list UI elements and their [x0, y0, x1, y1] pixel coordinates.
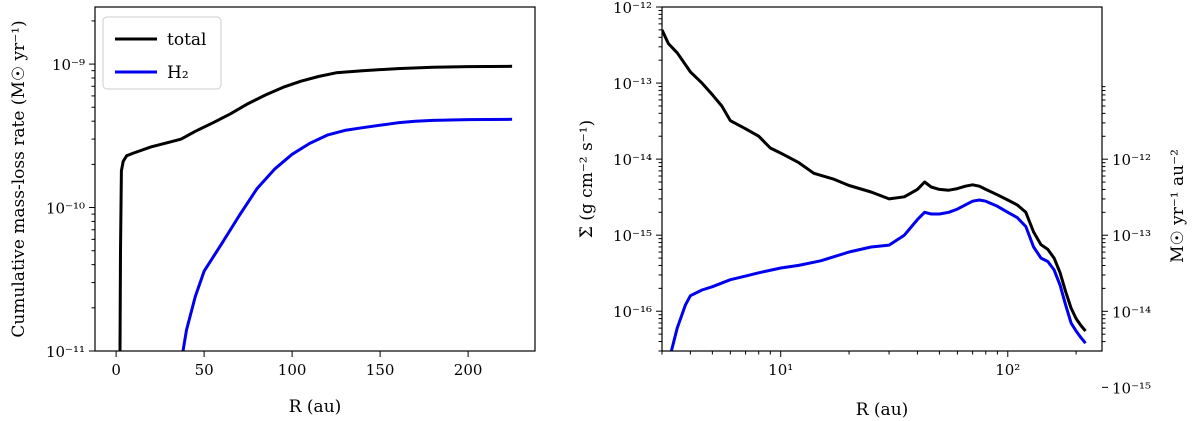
legend-box: [102, 16, 222, 90]
right-y-axis-label: Σ̇ (g cm⁻² s⁻¹): [577, 120, 597, 238]
right-y-tick-label: 10⁻¹²: [613, 0, 652, 17]
right-y-tick-label: 10⁻¹³: [613, 75, 652, 93]
right-panel: 10¹ 10² 10⁻¹⁶ 10⁻¹⁵ 10⁻¹⁴ 10⁻¹³ 10⁻¹² 10⁻¹⁵ 10⁻¹…: [577, 0, 1188, 420]
left-x-axis-label: R (au): [289, 397, 342, 417]
right-x-tick-label: 10¹: [768, 361, 793, 379]
left-x-tick-label: 150: [366, 361, 395, 379]
left-x-tick-label: 50: [195, 361, 214, 379]
left-y-tick-label: 10⁻⁹: [52, 56, 85, 74]
legend-label-total: total: [167, 30, 206, 50]
right-series-h2-line: [669, 198, 1087, 351]
right-y2-tick-label: 10⁻¹³: [1112, 227, 1151, 245]
right-plot-lines: [662, 29, 1087, 351]
legend-label-h2: H₂: [167, 63, 189, 83]
right-x-tick-label: 10²: [995, 361, 1020, 379]
right-y2-tick-label: 10⁻¹²: [1112, 151, 1151, 169]
left-panel: 0 50 100 150 200 10⁻¹¹ 10⁻¹⁰ 10⁻⁹ total H₂ R (a…: [9, 6, 536, 417]
left-y-tick-label: 10⁻¹¹: [46, 343, 85, 361]
right-y2-tick-label: 10⁻¹⁴: [1112, 303, 1151, 321]
right-y-tick-label: 10⁻¹⁴: [613, 151, 652, 169]
left-y-tick-label: 10⁻¹⁰: [46, 200, 85, 218]
left-x-tick-label: 0: [111, 361, 121, 379]
left-x-tick-label: 200: [454, 361, 483, 379]
left-series-total-line: [118, 64, 513, 351]
left-series-h2-line: [181, 117, 513, 351]
right-y-tick-label: 10⁻¹⁵: [613, 227, 652, 245]
right-ticks: 10¹ 10² 10⁻¹⁶ 10⁻¹⁵ 10⁻¹⁴ 10⁻¹³ 10⁻¹² 10⁻¹⁵ 10⁻¹…: [613, 0, 1151, 397]
right-y2-tick-label: 10⁻¹⁵: [1112, 379, 1151, 397]
right-axes-frame: [661, 6, 1103, 352]
legend: total H₂: [102, 16, 222, 90]
right-x-axis-label: R (au): [856, 400, 909, 420]
left-y-axis-label: Cumulative mass-loss rate (M☉ yr⁻¹): [9, 20, 29, 337]
right-y2-axis-label: M☉ yr⁻¹ au⁻²: [1168, 149, 1188, 263]
left-axes-frame: [94, 6, 536, 352]
right-y-tick-label: 10⁻¹⁶: [613, 303, 652, 321]
left-ticks: 0 50 100 150 200 10⁻¹¹ 10⁻¹⁰ 10⁻⁹: [46, 20, 483, 379]
left-x-tick-label: 100: [278, 361, 307, 379]
right-series-total-line: [662, 29, 1087, 332]
left-plot-lines: [118, 64, 513, 351]
